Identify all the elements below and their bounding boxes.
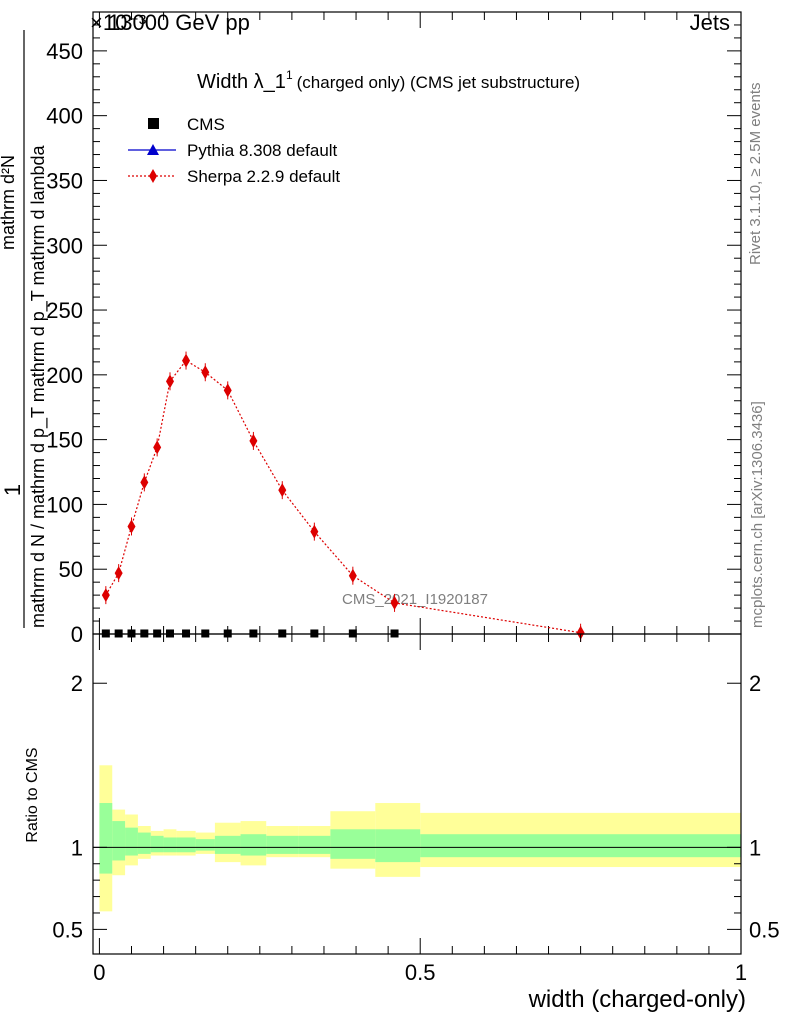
sherpa-point <box>348 568 357 583</box>
main-panel: 0 50 100 150 200 250 300 350 400 450 CMS_2021_I19… <box>0 11 742 647</box>
plot-title-sub: (charged only) (CMS jet substructure) <box>297 73 580 92</box>
legend-label-cms: CMS <box>187 115 225 134</box>
ratio-y-tick-label: 1 <box>71 835 83 860</box>
ratio-band-green <box>214 835 241 854</box>
main-y-tick-label: 50 <box>59 557 83 582</box>
main-y-tick-label: 400 <box>46 104 83 129</box>
sherpa-point <box>201 365 210 380</box>
main-y-tick-label: 300 <box>46 233 83 258</box>
x-tick-label: 0.5 <box>405 960 436 985</box>
ratio-x-ticks: 0 0.5 1 <box>93 634 747 985</box>
ratio-panel: 0.5 0.51 12 2 0 0.5 1 Ratio to CMS width (cha… <box>24 633 780 1013</box>
ratio-y-tick-label-right: 0.5 <box>749 917 780 942</box>
main-y-tick-label: 0 <box>71 622 83 647</box>
sherpa-point <box>310 524 319 539</box>
analysis-watermark: CMS_2021_I1920187 <box>342 591 488 608</box>
main-y-tick-label: 250 <box>46 298 83 323</box>
main-frame <box>92 11 742 635</box>
plot-title-sup: 1 <box>286 68 293 82</box>
ylabel-numerator: 1 <box>0 484 25 496</box>
ratio-bands <box>99 765 741 912</box>
ratio-y-ticks: 0.5 0.5 1 1 2 2 <box>52 671 779 942</box>
ratio-band-green <box>195 839 215 851</box>
sherpa-point <box>153 440 162 455</box>
sherpa-point <box>249 433 258 448</box>
main-y-tick-label: 150 <box>46 428 83 453</box>
sherpa-point <box>390 595 399 610</box>
sherpa-point <box>114 566 123 581</box>
ratio-y-tick-label-right: 2 <box>749 671 761 696</box>
sherpa-point <box>278 483 287 498</box>
ratio-y-tick-label: 0.5 <box>52 917 83 942</box>
header-right: Jets <box>690 10 730 35</box>
ratio-band-green <box>125 827 138 856</box>
main-y-tick-label: 450 <box>46 39 83 64</box>
ratio-band-green <box>176 837 196 853</box>
mcplots-label: mcplots.cern.ch [arXiv:1306.3436] <box>749 401 766 628</box>
ylabel-denominator: mathrm d N / mathrm d p_T mathrm d p_T m… <box>28 145 49 628</box>
ratio-band-green <box>420 834 741 858</box>
ratio-band-green <box>330 829 376 859</box>
ratio-band-green <box>375 829 421 863</box>
ratio-y-tick-label: 2 <box>71 671 83 696</box>
ratio-band-green <box>163 837 177 853</box>
legend-label-pythia: Pythia 8.308 default <box>187 141 338 160</box>
ratio-band-green <box>137 832 151 854</box>
x-axis-label: width (charged-only) <box>528 986 746 1013</box>
ratio-y-label: Ratio to CMS <box>24 747 41 842</box>
sherpa-point <box>165 374 174 389</box>
ratio-band-green <box>298 835 331 854</box>
x-tick-label: 1 <box>735 960 747 985</box>
sherpa-point <box>576 625 585 640</box>
sherpa-point <box>182 353 191 368</box>
main-y-tick-label: 350 <box>46 168 83 193</box>
legend-marker-cms <box>148 118 159 129</box>
main-y-tick-label: 200 <box>46 363 83 388</box>
sherpa-point <box>127 519 136 534</box>
y-exponent: ×10⁻³ <box>90 10 146 35</box>
ylabel-numerator-d2n: mathrm d²N <box>0 155 18 250</box>
ratio-band-green <box>99 803 113 874</box>
legend: CMS Pythia 8.308 default Sherpa 2.2.9 de… <box>128 115 340 186</box>
ratio-band-green <box>112 821 126 861</box>
sherpa-point <box>140 475 149 490</box>
legend-marker-pythia <box>147 144 159 155</box>
sherpa-point <box>101 588 110 603</box>
ratio-band-green <box>240 834 267 856</box>
legend-marker-sherpa <box>149 169 157 183</box>
ratio-y-tick-label-right: 1 <box>749 835 761 860</box>
main-x-ticks <box>98 12 742 634</box>
sherpa-point <box>223 383 232 398</box>
main-y-tick-label: 100 <box>46 492 83 517</box>
ratio-band-green <box>266 835 299 854</box>
main-y-label: 1 mathrm d N / mathrm d p_T mathrm d p_T… <box>0 30 49 628</box>
main-y-ticks: 0 50 100 150 200 250 300 350 400 450 <box>46 24 741 647</box>
sherpa-series <box>101 351 585 642</box>
legend-label-sherpa: Sherpa 2.2.9 default <box>187 167 340 186</box>
plot-title-main: Width λ_1 <box>197 71 286 93</box>
x-tick-label: 0 <box>93 960 105 985</box>
plot-title: Width λ_11 (charged only) (CMS jet substr… <box>197 68 580 93</box>
ratio-frame <box>92 633 742 955</box>
ratio-band-green <box>150 835 164 853</box>
rivet-label: Rivet 3.1.10, ≥ 2.5M events <box>747 83 764 266</box>
